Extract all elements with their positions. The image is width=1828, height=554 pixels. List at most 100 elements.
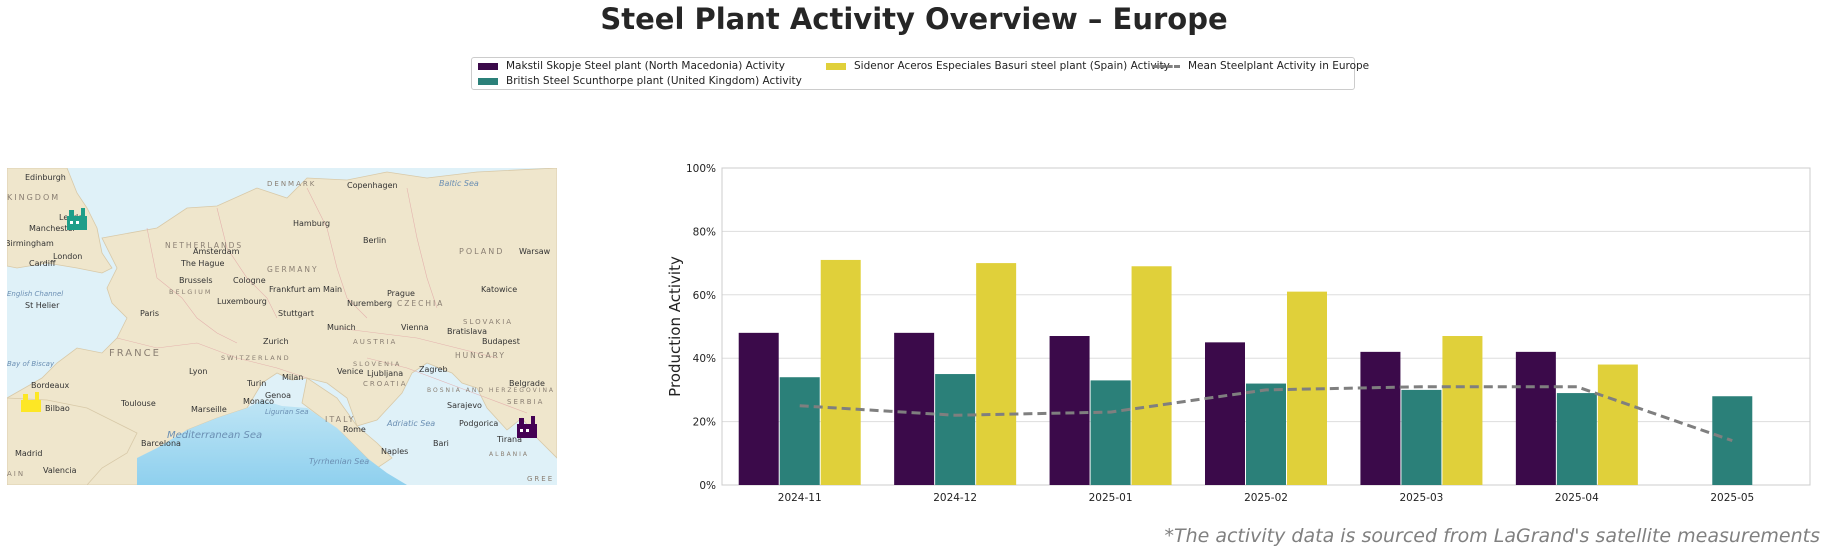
map-sea-labels: Baltic Sea Mediterranean Sea Tyrrhenian Se… <box>7 179 479 466</box>
map-city-copenhagen: Copenhagen <box>347 181 398 190</box>
y-tick-label: 100% <box>686 163 716 175</box>
map-city-brussels: Brussels <box>179 276 213 285</box>
legend-label-british: British Steel Scunthorpe plant (United K… <box>506 75 802 87</box>
map-city-london: London <box>53 252 82 261</box>
map-country-czechia: CZECHIA <box>397 299 444 308</box>
legend-label-makstil: Makstil Skopje Steel plant (North Macedo… <box>506 60 785 72</box>
legend-item-mean: Mean Steelplant Activity in Europe <box>1152 60 1369 72</box>
x-tick-label: 2025-05 <box>1710 492 1754 504</box>
map-sea-bay-of-biscay: Bay of Biscay <box>7 360 55 368</box>
map-city-st-helier: St Helier <box>25 301 60 310</box>
legend-item-british: British Steel Scunthorpe plant (United K… <box>478 75 802 87</box>
europe-map: EdinburghLeedsManchesterBirminghamLondon… <box>7 168 557 485</box>
plant-marker-makstil <box>517 416 537 438</box>
map-canvas: EdinburghLeedsManchesterBirminghamLondon… <box>7 168 557 485</box>
map-city-birmingham: Birmingham <box>7 239 54 248</box>
map-city-hamburg: Hamburg <box>293 219 330 228</box>
map-land-britain <box>7 168 113 274</box>
map-country-france: FRANCE <box>109 348 161 359</box>
map-country-kingdom: KINGDOM <box>7 193 60 202</box>
map-city-sarajevo: Sarajevo <box>447 401 482 410</box>
map-country-hungary: HUNGARY <box>455 351 506 360</box>
legend-swatch-sidenor <box>826 62 846 70</box>
map-city-vienna: Vienna <box>401 323 429 332</box>
legend-label-sidenor: Sidenor Aceros Especiales Basuri steel p… <box>854 60 1170 72</box>
map-sea-mediterranean-sea: Mediterranean Sea <box>167 430 262 441</box>
activity-bar-chart: 0% 20% 40% 60% 80% 100% 2024-11 2024-12 2025-01… <box>666 163 1811 504</box>
map-sea-english-channel: English Channel <box>7 290 63 298</box>
bar-british-2024-11 <box>779 377 820 485</box>
map-city-marseille: Marseille <box>191 405 227 414</box>
legend-item-makstil: Makstil Skopje Steel plant (North Macedo… <box>478 60 785 72</box>
map-city-stuttgart: Stuttgart <box>278 309 314 318</box>
bar-british-2025-04 <box>1556 393 1597 485</box>
map-country-austria: AUSTRIA <box>353 338 397 346</box>
map-city-valencia: Valencia <box>43 466 77 475</box>
map-country-gree: GREE <box>527 475 554 483</box>
x-tick-label: 2024-12 <box>933 492 977 504</box>
chart-legend: Makstil Skopje Steel plant (North Macedo… <box>471 57 1369 90</box>
x-tick-label: 2025-03 <box>1399 492 1443 504</box>
map-city-cardiff: Cardiff <box>29 259 56 268</box>
map-city-toulouse: Toulouse <box>120 399 156 408</box>
map-country-slovakia: SLOVAKIA <box>463 318 513 326</box>
map-city-monaco: Monaco <box>243 397 274 406</box>
bar-british-2024-12 <box>935 374 976 485</box>
map-city-luxembourg: Luxembourg <box>217 297 267 306</box>
map-city-milan: Milan <box>282 373 303 382</box>
map-country-poland: POLAND <box>459 247 504 256</box>
legend-swatch-makstil <box>478 62 498 70</box>
x-tick-label: 2025-04 <box>1555 492 1599 504</box>
map-country-italy: ITALY <box>325 415 355 424</box>
x-tick-label: 2025-02 <box>1244 492 1288 504</box>
y-tick-label: 40% <box>693 353 716 365</box>
map-country-bosnia-and-herzegovina: BOSNIA AND HERZEGOVINA <box>427 387 555 394</box>
y-tick-label: 0% <box>699 480 716 492</box>
mean-activity-line <box>799 385 1733 443</box>
map-country-albania: ALBANIA <box>489 451 529 458</box>
map-city-zagreb: Zagreb <box>419 365 448 374</box>
map-city-tirana: Tirana <box>496 435 522 444</box>
map-city-warsaw: Warsaw <box>519 247 551 256</box>
map-city-munich: Munich <box>327 323 356 332</box>
map-city-frankfurt-am-main: Frankfurt am Main <box>269 285 342 294</box>
map-country-croatia: CROATIA <box>363 380 408 388</box>
map-city-prague: Prague <box>387 289 415 298</box>
y-tick-labels: 0% 20% 40% 60% 80% 100% <box>686 163 716 492</box>
bar-sidenor-2025-03 <box>1442 336 1483 485</box>
map-city-katowice: Katowice <box>481 285 517 294</box>
bar-british-2025-02 <box>1246 383 1286 485</box>
bar-sidenor-2025-01 <box>1131 266 1172 485</box>
map-city-the-hague: The Hague <box>180 259 224 268</box>
bar-makstil-2025-04 <box>1515 351 1556 485</box>
map-borders <box>116 187 528 414</box>
map-country-slovenia: SLOVENIA <box>353 360 401 368</box>
x-tick-labels: 2024-11 2024-12 2025-01 2025-02 2025-03 2025-… <box>778 492 1754 504</box>
bar-makstil-2024-12 <box>894 332 935 485</box>
map-country-labels: DENMARK NETHERLANDS GERMANY BELGIUM POLAND CZ… <box>7 180 555 483</box>
map-sea-baltic-sea: Baltic Sea <box>439 179 479 188</box>
map-city-ljubljana: Ljubljana <box>367 369 403 378</box>
y-tick-label: 60% <box>693 290 716 302</box>
bar-makstil-2024-11 <box>738 332 779 485</box>
chart-bars <box>738 259 1753 485</box>
x-tick-label: 2024-11 <box>778 492 822 504</box>
map-sea-tyrrhenian-sea: Tyrrhenian Sea <box>309 457 369 466</box>
plant-marker-british <box>67 208 87 230</box>
map-city-bordeaux: Bordeaux <box>31 381 70 390</box>
map-city-venice: Venice <box>337 367 363 376</box>
map-city-belgrade: Belgrade <box>509 379 545 388</box>
map-country-serbia: SERBIA <box>507 398 544 406</box>
map-city-manchester: Manchester <box>29 224 76 233</box>
bar-makstil-2025-02 <box>1205 342 1245 485</box>
map-city-paris: Paris <box>140 309 159 318</box>
bar-sidenor-2024-11 <box>820 259 861 485</box>
map-country-ain: AIN <box>7 470 25 478</box>
map-country-germany: GERMANY <box>267 265 319 274</box>
map-city-barcelona: Barcelona <box>141 439 181 448</box>
page-title: Steel Plant Activity Overview – Europe <box>600 2 1228 36</box>
map-city-bilbao: Bilbao <box>45 404 70 413</box>
map-city-labels: EdinburghLeedsManchesterBirminghamLondon… <box>7 173 551 475</box>
bar-sidenor-2025-04 <box>1597 364 1638 485</box>
footnote: *The activity data is sourced from LaGra… <box>1164 525 1820 547</box>
